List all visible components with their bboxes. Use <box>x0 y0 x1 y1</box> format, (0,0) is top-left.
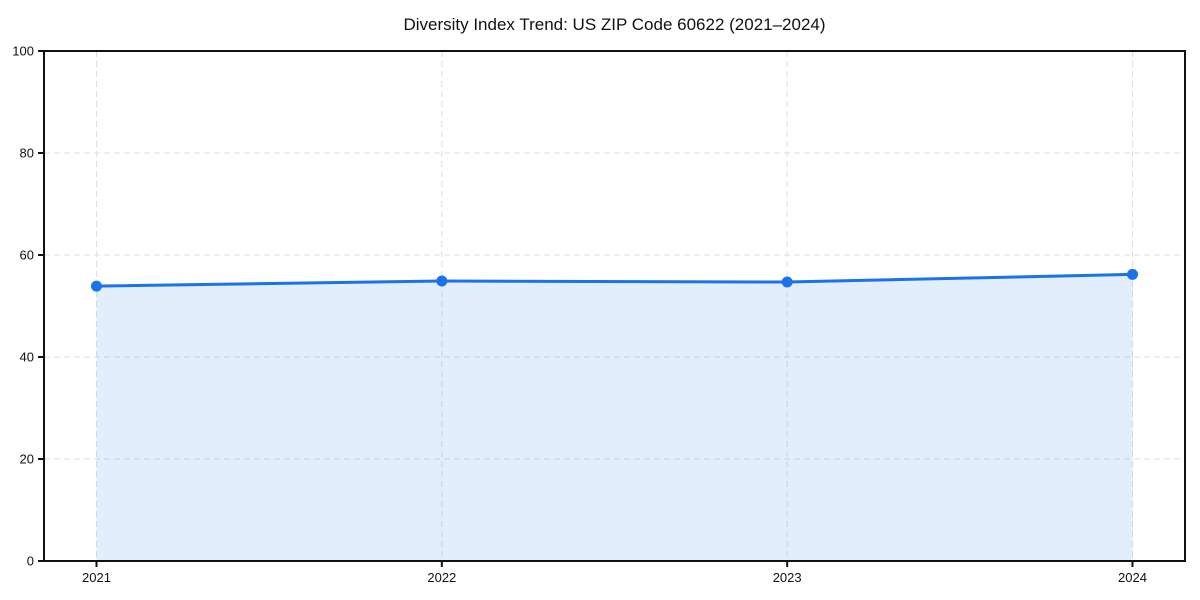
data-point-2024 <box>1127 268 1138 280</box>
marker-layer <box>91 268 1138 292</box>
data-point-2021 <box>91 280 102 292</box>
spine-layer <box>43 50 1186 562</box>
tick-layer: 2021 2022 2023 2024 0 20 40 60 80 100 <box>12 44 1147 586</box>
chart-title: Diversity Index Trend: US ZIP Code 60622… <box>403 15 825 34</box>
plot-border <box>43 50 1186 562</box>
data-point-2023 <box>781 276 793 288</box>
x-tick-label-2024: 2024 <box>1118 570 1147 585</box>
y-tick-label-80: 80 <box>20 146 34 161</box>
data-point-2022 <box>436 275 448 287</box>
line-layer <box>95 272 1134 288</box>
grid-layer <box>44 51 1185 561</box>
x-tick-label-2021: 2021 <box>82 570 111 585</box>
x-tick-label-2022: 2022 <box>427 570 456 585</box>
y-tick-label-40: 40 <box>20 350 34 365</box>
y-tick-label-0: 0 <box>27 554 34 569</box>
y-tick-label-20: 20 <box>20 452 34 467</box>
trend-line <box>95 272 1134 288</box>
y-tick-label-100: 100 <box>12 44 34 59</box>
y-tick-label-60: 60 <box>20 248 34 263</box>
area-layer <box>96 274 1133 561</box>
x-tick-label-2023: 2023 <box>773 570 802 585</box>
area-fill <box>96 274 1133 561</box>
